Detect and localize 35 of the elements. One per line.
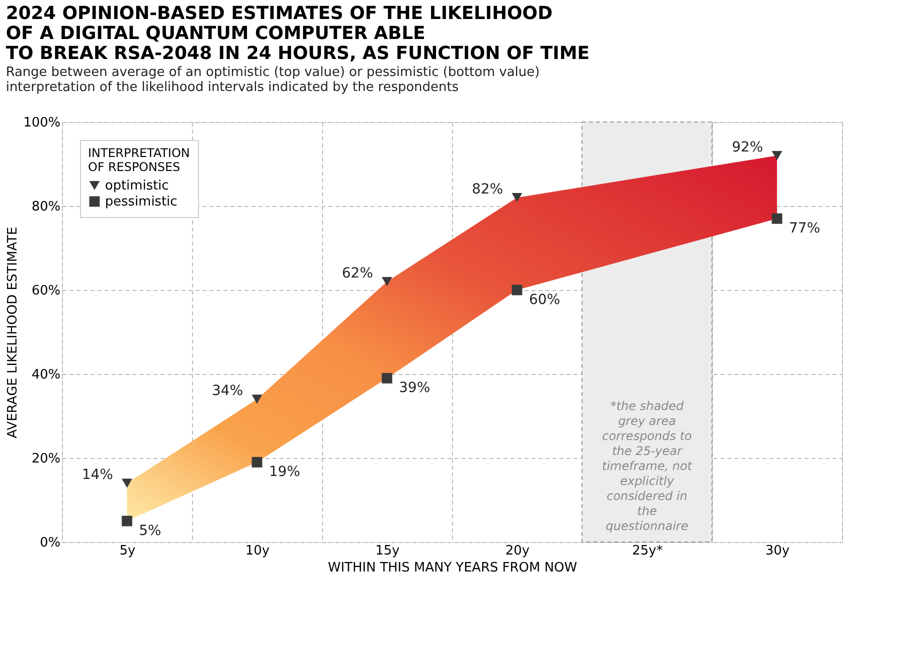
x-tick-label: 15y [375,544,400,558]
point [122,516,132,526]
y-tick-label: 100% [23,116,60,130]
data-label: 5% [139,523,162,539]
y-tick-label: 0% [40,536,60,550]
point [512,284,522,296]
x-axis-title: WITHIN THIS MANY YEARS FROM NOW [328,560,578,576]
y-tick-label: 40% [32,368,60,382]
x-tick-label: 25y* [632,544,664,558]
chart-subtitle: Range between average of an optimistic (top value) or pessimistic (bottom value) interpretation of the likelihood intervals indicated by the respondents [6,65,540,95]
legend-label: pessimistic [105,194,178,210]
legend-title: INTERPRETATION OF RESPONSES [88,146,190,174]
y-tick-label: 20% [32,452,60,466]
text: *the shaded grey area corresponds to the 25-year timeframe, not explicitly considered in the questionnaire [602,399,692,533]
point [252,456,262,468]
data-label: 62% [342,266,373,282]
y-axis-title: AVERAGE LIKELIHOOD ESTIMATE [5,226,20,438]
data-label: 14% [82,467,113,484]
y-tick-label: 60% [32,284,60,298]
x-tick-label: 30y [765,544,790,558]
data-label: 39% [399,380,430,396]
data-label: 92% [732,140,763,156]
data-label: 19% [269,464,300,480]
x-tick-label: 5y [120,544,136,558]
point [382,372,392,384]
legend-label: optimistic [105,178,169,194]
y-tick-label: 80% [32,200,60,214]
x-tick-label: 20y [505,544,530,558]
data-label: 82% [472,182,503,198]
chart-title: 2024 OPINION-BASED ESTIMATES OF THE LIKELIHOOD OF A DIGITAL QUANTUM COMPUTER ABLE TO BREAK RSA-2048 IN 24 HOURS, AS FUNCTION OF TIME [6,3,590,64]
data-label: 60% [529,292,560,308]
data-label: 34% [212,383,243,400]
x-tick-label: 10y [245,544,270,558]
point [772,213,782,224]
data-label: 77% [789,220,820,237]
